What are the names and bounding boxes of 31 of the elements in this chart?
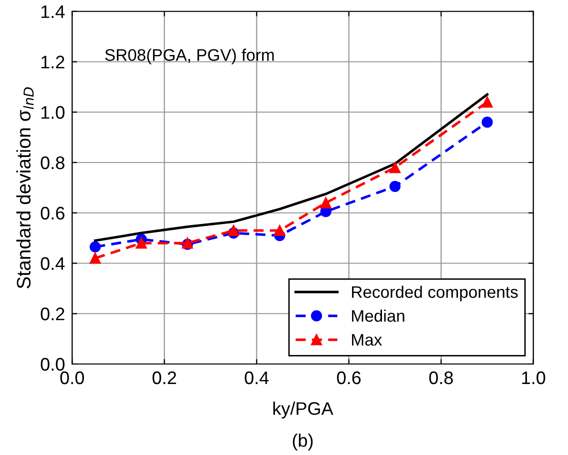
- point: [320, 197, 332, 208]
- legend-label: Median: [352, 310, 404, 322]
- y-axis-title: Standard deviation σ$_{lnD}$: [16, 87, 34, 288]
- x-tick-label: 0.8: [429, 371, 453, 384]
- point: [389, 162, 401, 174]
- x-axis-title: ky/PGA: [273, 402, 334, 418]
- x-tick-label: 0.2: [152, 371, 176, 384]
- y-tick-label: 0.6: [40, 206, 64, 220]
- y-tick-label: 0.0: [40, 358, 64, 371]
- y-tick-label: 0.4: [40, 257, 65, 270]
- y-tick-label: 1.0: [41, 106, 64, 119]
- x-tick-label: 0.6: [337, 371, 361, 384]
- point: [90, 241, 101, 252]
- point: [389, 180, 401, 192]
- y-tick-label: 0.8: [40, 156, 64, 170]
- point: [90, 252, 101, 264]
- legend-label: Recorded components: [352, 286, 518, 302]
- x-tick-label: 1.0: [522, 371, 546, 384]
- text: (b): [292, 434, 313, 450]
- y-tick-label: 0.2: [40, 308, 64, 320]
- x-tick-label: 0.4: [244, 371, 269, 384]
- y-tick-label: 1.4: [41, 5, 65, 18]
- x-tick-label: 0.0: [60, 371, 84, 384]
- annotation: SR08(PGA, PGV) form: [105, 48, 274, 64]
- point: [482, 116, 493, 128]
- legend-label: Max: [352, 334, 382, 346]
- point: [274, 224, 286, 236]
- point: [482, 96, 493, 108]
- point: [136, 238, 147, 249]
- point: [228, 224, 240, 236]
- y-tick-label: 1.2: [41, 56, 64, 68]
